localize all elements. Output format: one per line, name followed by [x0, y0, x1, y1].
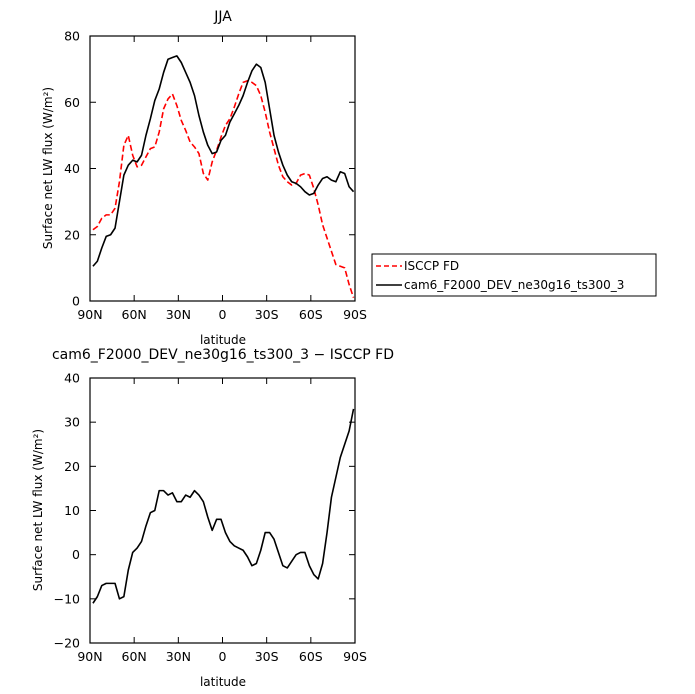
bottom-chart-title: cam6_F2000_DEV_ne30g16_ts300_3 − ISCCP F…	[52, 347, 394, 363]
bottom-ylabel: Surface net LW flux (W/m²)	[31, 429, 45, 591]
bottom-series-line-0	[92, 408, 355, 604]
bottom-ytick-label: 10	[64, 503, 80, 518]
top-xtick-label: 60S	[299, 307, 323, 322]
bottom-ytick-label: 0	[72, 547, 80, 562]
bottom-xtick-label: 30N	[166, 649, 191, 664]
top-ticks-group: 90N 60N 30N 0 30S 60S 90S 0 20 40 60 80	[64, 29, 367, 323]
bottom-xlabel: latitude	[200, 675, 246, 689]
top-xtick-label: 60N	[122, 307, 147, 322]
top-ylabel: Surface net LW flux (W/m²)	[41, 87, 55, 249]
bottom-ytick-label: 40	[64, 371, 80, 386]
bottom-ticks-group: 90N 60N 30N 0 30S 60S 90S −20 −10 0 10 20 30 40	[54, 371, 367, 665]
top-ytick-label: 40	[64, 161, 80, 176]
bottom-ytick-label: −20	[54, 636, 80, 651]
top-xtick-label: 90S	[343, 307, 367, 322]
top-plot-frame	[89, 35, 356, 302]
top-series-line-1	[92, 55, 355, 267]
legend-label-isccp: ISCCP FD	[404, 259, 459, 273]
bottom-plot-frame	[89, 377, 356, 644]
top-ytick-label: 80	[64, 29, 80, 44]
bottom-xtick-label: 60N	[122, 649, 147, 664]
top-xlabel: latitude	[200, 333, 246, 347]
top-xtick-label: 0	[219, 307, 227, 322]
bottom-xtick-label: 90N	[77, 649, 102, 664]
top-panel: JJA 90N 60N 30N 0 30S 60S 90S 0 20 40 60 80 latitud…	[41, 9, 657, 347]
bottom-series-group	[92, 408, 355, 604]
legend-label-cam6: cam6_F2000_DEV_ne30g16_ts300_3	[404, 278, 624, 292]
legend: ISCCP FD cam6_F2000_DEV_ne30g16_ts300_3	[371, 253, 657, 297]
top-chart-title: JJA	[213, 9, 232, 25]
bottom-ytick-label: −10	[54, 591, 80, 606]
top-ytick-label: 0	[72, 294, 80, 309]
bottom-xtick-label: 30S	[255, 649, 279, 664]
top-xtick-label: 30S	[255, 307, 279, 322]
top-xtick-label: 30N	[166, 307, 191, 322]
top-xtick-label: 90N	[77, 307, 102, 322]
bottom-xtick-label: 90S	[343, 649, 367, 664]
top-ytick-label: 20	[64, 227, 80, 242]
bottom-panel: cam6_F2000_DEV_ne30g16_ts300_3 − ISCCP F…	[31, 347, 394, 689]
bottom-ytick-label: 20	[64, 459, 80, 474]
bottom-xtick-label: 0	[219, 649, 227, 664]
bottom-ytick-label: 30	[64, 415, 80, 430]
legend-box	[371, 253, 657, 297]
top-ytick-label: 60	[64, 95, 80, 110]
top-series-line-0	[92, 79, 355, 298]
bottom-xtick-label: 60S	[299, 649, 323, 664]
top-series-group	[92, 55, 355, 298]
